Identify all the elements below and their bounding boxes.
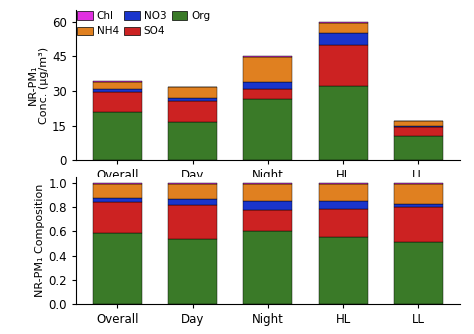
Bar (243, 184, 292, 201)
Bar (93, 92, 142, 112)
Bar (319, 23, 367, 33)
Bar (93, 198, 142, 202)
Bar (394, 242, 443, 304)
Bar (319, 183, 367, 184)
Bar (168, 184, 217, 199)
Legend: Chl, NH4, NO3, SO4, Org: Chl, NH4, NO3, SO4, Org (76, 10, 211, 37)
Bar (168, 239, 217, 304)
Bar (394, 136, 443, 160)
Bar (168, 199, 217, 205)
Bar (93, 89, 142, 92)
Bar (93, 82, 142, 89)
Bar (168, 122, 217, 160)
Bar (319, 201, 367, 209)
Bar (168, 183, 217, 184)
Bar (168, 205, 217, 239)
Y-axis label: NR-PM₁ Composition: NR-PM₁ Composition (36, 184, 46, 297)
Bar (243, 57, 292, 82)
Bar (243, 56, 292, 57)
Y-axis label: NR-PM₁
Conc. (μg/m³): NR-PM₁ Conc. (μg/m³) (27, 47, 49, 124)
Bar (243, 82, 292, 89)
Bar (168, 87, 217, 88)
Bar (93, 112, 142, 160)
Bar (93, 183, 142, 184)
Bar (168, 101, 217, 122)
Bar (394, 183, 443, 184)
Bar (168, 88, 217, 98)
Bar (394, 184, 443, 204)
Bar (394, 127, 443, 136)
Bar (93, 233, 142, 304)
Bar (243, 231, 292, 304)
Bar (394, 121, 443, 122)
Bar (243, 99, 292, 160)
Bar (319, 22, 367, 23)
Bar (394, 122, 443, 126)
Bar (93, 81, 142, 82)
Bar (243, 210, 292, 231)
Bar (319, 184, 367, 201)
Bar (394, 207, 443, 242)
Bar (93, 202, 142, 233)
Bar (319, 45, 367, 86)
Bar (319, 86, 367, 160)
Bar (394, 204, 443, 207)
Bar (319, 33, 367, 45)
Bar (243, 201, 292, 210)
Bar (243, 89, 292, 99)
Bar (394, 126, 443, 127)
Bar (93, 184, 142, 198)
Bar (243, 183, 292, 184)
Bar (319, 209, 367, 237)
Bar (168, 98, 217, 101)
Bar (319, 237, 367, 304)
